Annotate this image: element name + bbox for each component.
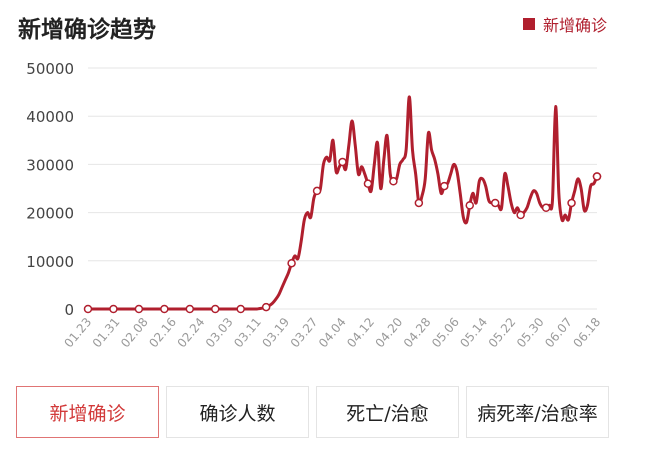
tab-deaths-recovered[interactable]: 死亡/治愈 [316, 386, 459, 438]
tab-label: 死亡/治愈 [346, 402, 429, 425]
data-point [160, 304, 169, 314]
tab-label: 确诊人数 [199, 402, 276, 425]
data-point [465, 201, 474, 210]
series-line-new-confirmed [86, 95, 599, 311]
x-axis-ticks: 01.2301.3102.0802.1602.2403.0303.1103.19… [61, 315, 603, 350]
x-tick-label: 02.08 [118, 315, 151, 350]
data-point [592, 172, 602, 181]
tab-label: 新增确诊 [49, 402, 126, 425]
chart-title: 新增确诊趋势 [18, 17, 156, 43]
data-point [211, 304, 220, 314]
x-tick-label: 01.31 [90, 315, 123, 350]
tab-rates[interactable]: 病死率/治愈率 [466, 386, 609, 438]
data-point [312, 186, 322, 196]
data-point [516, 210, 525, 220]
metric-tabs: 新增确诊 确诊人数 死亡/治愈 病死率/治愈率 [16, 386, 609, 438]
x-tick-label: 04.12 [344, 315, 377, 350]
y-tick-label: 20000 [26, 205, 74, 223]
legend-label: 新增确诊 [542, 16, 607, 35]
data-point [440, 181, 449, 191]
x-tick-label: 02.16 [146, 315, 179, 350]
x-tick-label: 06.18 [570, 315, 603, 350]
legend[interactable]: 新增确诊 [522, 12, 607, 36]
x-tick-label: 02.24 [175, 315, 208, 350]
data-point [414, 198, 424, 208]
y-axis-ticks: 0 10000 20000 30000 40000 50000 [26, 60, 74, 319]
x-tick-label: 05.22 [486, 315, 519, 350]
series-markers [83, 157, 602, 314]
x-tick-label: 03.03 [203, 315, 236, 350]
data-point [567, 198, 576, 208]
data-point [185, 304, 195, 314]
x-tick-label: 01.23 [61, 315, 94, 350]
x-tick-label: 03.11 [231, 315, 264, 350]
y-tick-label: 50000 [26, 60, 74, 78]
x-tick-label: 05.14 [457, 315, 490, 350]
data-point [541, 203, 551, 213]
legend-swatch [522, 18, 535, 30]
data-point [134, 304, 144, 314]
grid-lines [88, 67, 597, 310]
y-tick-label: 40000 [26, 108, 74, 126]
data-point [389, 177, 398, 186]
x-tick-label: 04.20 [373, 315, 406, 350]
y-tick-label: 0 [64, 301, 74, 319]
data-point [338, 157, 347, 167]
x-tick-label: 03.19 [259, 315, 292, 350]
data-point [236, 304, 245, 314]
data-point [363, 179, 373, 188]
x-tick-label: 03.27 [288, 315, 321, 350]
y-tick-label: 30000 [26, 156, 74, 174]
data-point [287, 258, 296, 268]
tab-label: 病死率/治愈率 [477, 402, 598, 425]
data-point [490, 198, 500, 208]
x-tick-label: 04.28 [401, 315, 434, 350]
x-tick-label: 06.07 [542, 315, 575, 350]
x-tick-label: 05.30 [514, 315, 547, 350]
data-point [83, 304, 93, 314]
tab-new-confirmed[interactable]: 新增确诊 [16, 386, 159, 438]
x-tick-label: 04.04 [316, 315, 349, 350]
data-point [109, 304, 118, 314]
data-point [261, 302, 271, 312]
x-tick-label: 05.06 [429, 315, 462, 350]
y-tick-label: 10000 [26, 253, 74, 271]
tab-total-confirmed[interactable]: 确诊人数 [166, 386, 309, 438]
